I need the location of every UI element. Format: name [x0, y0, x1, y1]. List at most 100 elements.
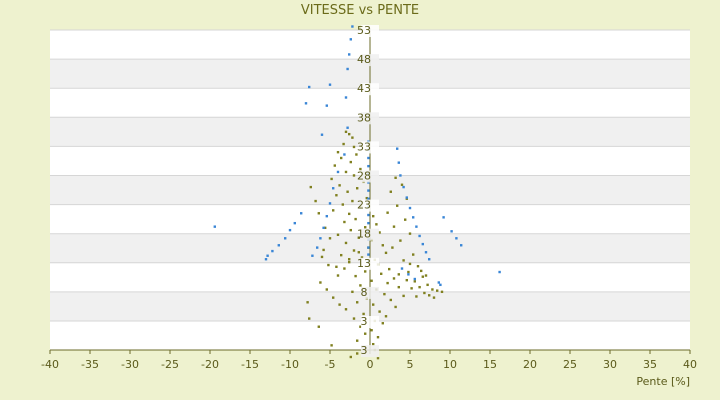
- data-point: [344, 308, 348, 311]
- data-point: [354, 217, 357, 221]
- x-tick-label: 0: [367, 358, 374, 371]
- data-point: [428, 258, 431, 261]
- y-tick-bg: [361, 345, 379, 358]
- y-tick-bg: [361, 141, 379, 154]
- y-tick-bg: [361, 286, 379, 299]
- y-tick-label: 18: [357, 228, 371, 241]
- data-point: [402, 294, 405, 298]
- data-point: [308, 85, 311, 89]
- data-point: [381, 322, 384, 325]
- x-tick-label: 20: [523, 358, 537, 371]
- data-point: [372, 214, 375, 218]
- data-point: [384, 315, 388, 318]
- data-point: [378, 310, 381, 313]
- data-point: [397, 273, 400, 276]
- data-point: [300, 212, 303, 215]
- data-point: [304, 102, 308, 105]
- data-point: [336, 274, 340, 277]
- data-point: [342, 142, 345, 146]
- data-point: [349, 38, 352, 41]
- data-point: [271, 249, 274, 253]
- data-point: [346, 190, 349, 193]
- y-tick-label: 23: [357, 199, 371, 212]
- data-point: [412, 216, 415, 219]
- data-point: [356, 187, 359, 190]
- data-point: [356, 339, 359, 342]
- data-point: [352, 174, 356, 177]
- y-tick-bg: [361, 112, 379, 125]
- data-point: [408, 232, 412, 235]
- data-point: [413, 277, 416, 281]
- data-point: [330, 344, 333, 347]
- data-point: [338, 303, 341, 306]
- data-point: [348, 258, 351, 261]
- data-point: [418, 234, 421, 238]
- data-point: [420, 269, 423, 273]
- data-point: [328, 237, 332, 240]
- data-point: [376, 336, 380, 339]
- data-point: [392, 225, 396, 228]
- data-point: [333, 164, 336, 167]
- data-point: [380, 272, 383, 275]
- data-point: [389, 298, 392, 302]
- y-tick-bg: [361, 257, 379, 270]
- data-point: [378, 231, 381, 234]
- data-point: [306, 301, 309, 304]
- data-point: [330, 177, 333, 181]
- data-point: [332, 187, 335, 190]
- data-point: [498, 270, 501, 274]
- data-point: [309, 185, 312, 189]
- y-tick-label: 28: [357, 170, 371, 183]
- data-point: [349, 228, 352, 232]
- data-point: [346, 126, 349, 129]
- data-point: [348, 260, 351, 264]
- data-point: [375, 223, 378, 226]
- x-tick-label: -40: [41, 358, 59, 371]
- data-point: [319, 281, 322, 284]
- data-point: [407, 270, 410, 274]
- data-point: [327, 263, 330, 267]
- data-point: [325, 104, 328, 107]
- data-point: [381, 244, 384, 247]
- data-point: [213, 225, 216, 228]
- data-point: [357, 251, 360, 254]
- data-point: [325, 214, 328, 218]
- data-point: [404, 218, 407, 221]
- data-point: [386, 211, 389, 214]
- data-point: [340, 253, 343, 257]
- x-tick-label: 25: [563, 358, 577, 371]
- x-tick-label: 5: [407, 358, 414, 371]
- data-point: [277, 244, 280, 247]
- data-point: [349, 160, 352, 164]
- data-point: [426, 283, 429, 287]
- data-point: [440, 290, 444, 294]
- data-point: [288, 228, 292, 232]
- data-point: [322, 226, 325, 230]
- data-point: [432, 296, 436, 299]
- data-point: [348, 132, 351, 136]
- y-tick-bg: [361, 54, 379, 67]
- data-point: [336, 150, 340, 154]
- x-tick-label: -20: [201, 358, 219, 371]
- data-point: [364, 270, 367, 273]
- data-point: [423, 291, 426, 295]
- data-point: [355, 153, 358, 156]
- data-point: [332, 296, 335, 299]
- y-tick-label: 13: [357, 257, 371, 270]
- data-point: [460, 244, 463, 247]
- data-point: [317, 325, 320, 328]
- data-point: [418, 285, 421, 289]
- data-point: [415, 225, 418, 228]
- data-point: [391, 246, 394, 249]
- data-point: [396, 147, 399, 150]
- data-point: [367, 221, 370, 225]
- y-tick-label: 48: [357, 53, 371, 66]
- data-point: [405, 196, 408, 199]
- data-point: [359, 167, 362, 171]
- x-tick-label: 10: [443, 358, 457, 371]
- data-point: [344, 241, 348, 245]
- data-point: [343, 153, 346, 156]
- chart-title: VITESSE vs PENTE: [301, 3, 419, 18]
- data-point: [408, 262, 412, 266]
- data-point: [328, 202, 332, 205]
